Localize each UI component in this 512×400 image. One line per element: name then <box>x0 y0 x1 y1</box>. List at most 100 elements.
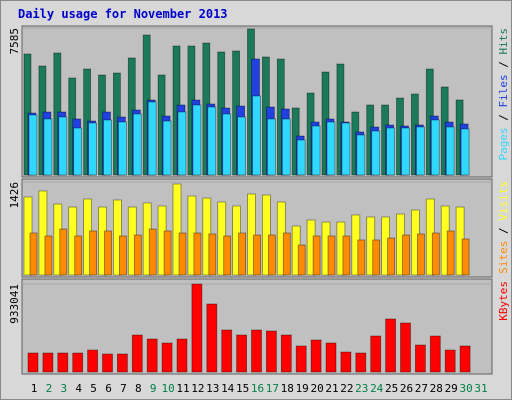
legend-entry: Files <box>497 74 510 107</box>
bar <box>430 119 440 176</box>
x-tick-label: 20 <box>310 382 323 395</box>
bar <box>44 235 53 276</box>
bar <box>193 232 202 276</box>
bar <box>118 121 127 176</box>
x-tick-label: 1 <box>31 382 38 395</box>
x-tick-label: 18 <box>281 382 294 395</box>
x-tick-label: 14 <box>221 382 235 395</box>
bar <box>104 230 112 276</box>
bar <box>207 106 217 176</box>
bar <box>102 353 113 373</box>
bar <box>282 232 291 276</box>
bar <box>265 330 277 373</box>
bar <box>445 126 455 176</box>
bar <box>429 335 441 373</box>
chart-title: Daily usage for November 2013 <box>18 7 228 21</box>
bar <box>247 193 256 276</box>
x-tick-label: 5 <box>90 382 97 395</box>
bar <box>252 95 261 176</box>
bar <box>336 63 345 176</box>
bar <box>132 113 142 176</box>
bar <box>414 344 426 373</box>
bar <box>251 329 262 373</box>
legend-entry: KBytes <box>497 281 510 321</box>
bar <box>326 121 336 176</box>
bar <box>163 230 172 276</box>
bar <box>415 126 425 176</box>
x-tick-label: 31 <box>474 382 487 395</box>
legend-entry: Sites <box>497 241 510 274</box>
bar <box>117 353 128 373</box>
bar <box>266 118 276 176</box>
bar <box>161 342 173 373</box>
bar <box>221 329 233 373</box>
bar <box>460 128 470 176</box>
y-tick-label: 1426 <box>8 182 21 209</box>
bar <box>372 239 381 276</box>
bar <box>208 233 217 276</box>
bar <box>253 234 261 276</box>
bar <box>119 235 127 276</box>
bar <box>42 352 54 373</box>
bar <box>103 119 112 176</box>
x-tick-label: 10 <box>161 382 174 395</box>
bar <box>178 232 187 276</box>
legend-entry: Pages <box>497 127 510 160</box>
bar <box>57 352 69 373</box>
x-tick-label: 22 <box>340 382 353 395</box>
x-tick-label: 25 <box>385 382 398 395</box>
legend-separator: / <box>497 108 510 128</box>
bar <box>172 183 182 276</box>
bar <box>74 235 83 276</box>
bar <box>356 134 366 176</box>
bar <box>43 118 53 176</box>
bar <box>444 349 456 373</box>
bar <box>297 244 306 276</box>
bar <box>89 230 97 276</box>
x-tick-label: 17 <box>266 382 279 395</box>
bar <box>29 232 38 276</box>
bar <box>176 338 188 373</box>
bar <box>146 338 158 373</box>
x-tick-label: 13 <box>206 382 219 395</box>
bar <box>267 234 276 276</box>
series-legend: Sites / Visits <box>497 181 510 274</box>
x-tick-label: 11 <box>176 382 189 395</box>
bar <box>58 116 68 176</box>
bar <box>431 232 440 276</box>
legend-separator: / <box>497 221 510 241</box>
bar <box>357 239 366 276</box>
bar <box>222 113 232 176</box>
series-legend: KBytes <box>497 281 510 321</box>
x-tick-label: 6 <box>105 382 112 395</box>
bar <box>371 130 381 176</box>
bar <box>28 114 38 176</box>
bar <box>177 111 187 176</box>
bar <box>238 232 247 276</box>
bar <box>27 352 39 373</box>
bar <box>191 283 203 373</box>
bar <box>312 235 321 276</box>
bar <box>236 334 248 373</box>
bar <box>72 352 84 373</box>
bar <box>355 352 367 373</box>
bar <box>133 234 142 276</box>
x-tick-label: 15 <box>236 382 249 395</box>
bar <box>73 127 83 176</box>
bar <box>402 234 410 276</box>
x-tick-label: 3 <box>60 382 67 395</box>
bar <box>342 235 351 276</box>
x-tick-label: 2 <box>46 382 53 395</box>
bar <box>340 351 352 373</box>
bar <box>400 322 411 373</box>
bar <box>87 349 98 373</box>
bar <box>387 237 396 276</box>
bar <box>325 342 337 373</box>
bar <box>88 122 97 176</box>
bar <box>280 334 292 373</box>
bar <box>281 118 291 176</box>
x-tick-label: 16 <box>251 382 264 395</box>
bar <box>327 235 336 276</box>
bar <box>295 345 307 373</box>
